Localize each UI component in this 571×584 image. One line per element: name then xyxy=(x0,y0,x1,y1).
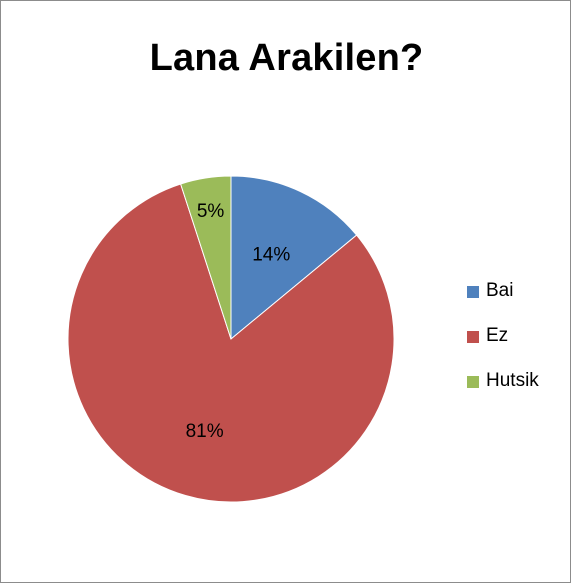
legend-label: Ez xyxy=(486,325,509,346)
pie-slice-ez xyxy=(67,183,395,503)
legend-label: Hutsik xyxy=(486,370,539,391)
pie-label-ez: 81% xyxy=(186,421,224,442)
legend-swatch xyxy=(467,331,479,343)
pie-label-hutsik: 5% xyxy=(197,201,225,222)
pie-slice-hutsik xyxy=(179,175,232,340)
chart-title: Lana Arakilen? xyxy=(149,37,424,79)
pie-slice-bai xyxy=(230,175,358,341)
pie-label-bai: 14% xyxy=(252,244,290,265)
legend-swatch xyxy=(467,376,479,388)
legend-swatch xyxy=(467,286,479,298)
legend-label: Bai xyxy=(486,280,514,301)
